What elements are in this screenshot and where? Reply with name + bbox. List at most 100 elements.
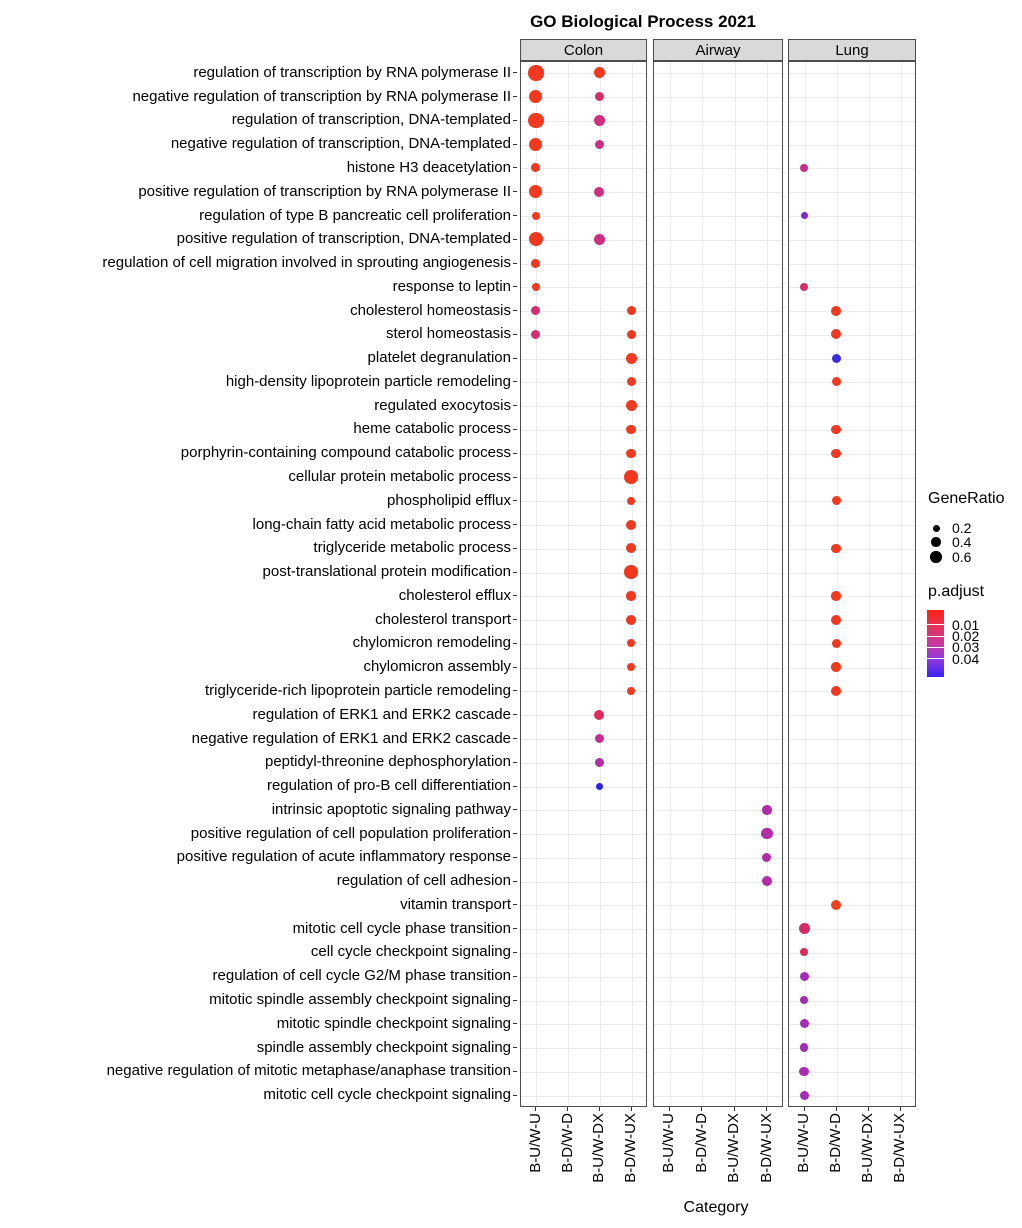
size-legend-dot (931, 537, 941, 547)
grid-line-h (654, 857, 782, 859)
grid-line-h (789, 810, 915, 812)
grid-line-h (521, 691, 646, 693)
x-axis-tick (766, 1107, 768, 1111)
grid-line-v (669, 62, 671, 1106)
y-axis-label: regulation of pro-B cell differentiation (266, 777, 511, 795)
y-axis-label: long-chain fatty acid metabolic process (252, 515, 511, 533)
grid-line-h (654, 881, 782, 883)
grid-line-h (521, 762, 646, 764)
grid-line-h (521, 477, 646, 479)
grid-line-h (654, 1000, 782, 1002)
y-axis-tick (513, 500, 517, 502)
facet-panel-airway (653, 61, 783, 1107)
facet-strip-airway: Airway (653, 39, 783, 61)
size-legend-label: 0.6 (952, 549, 972, 565)
grid-line-h (654, 429, 782, 431)
y-axis-tick (513, 238, 517, 240)
facet-strip-lung: Lung (788, 39, 916, 61)
y-axis-label: vitamin transport (400, 895, 511, 913)
y-axis-label: mitotic cell cycle phase transition (292, 919, 511, 937)
grid-line-h (654, 97, 782, 99)
dot-colon-r29-c2 (594, 757, 604, 767)
dot-lung-r6-c0 (800, 212, 808, 220)
grid-line-h (521, 810, 646, 812)
y-axis-tick (513, 833, 517, 835)
grid-line-h (521, 287, 646, 289)
dot-lung-r18-c1 (831, 496, 841, 506)
grid-line-h (521, 976, 646, 978)
size-legend-label: 0.4 (952, 534, 972, 550)
y-axis-label: positive regulation of acute inflammator… (176, 848, 511, 866)
y-axis-tick (513, 785, 517, 787)
grid-line-v (599, 62, 601, 1106)
dot-colon-r0-c0 (528, 65, 544, 81)
dot-colon-r9-c0 (531, 282, 541, 292)
dot-lung-r20-c1 (831, 543, 841, 554)
grid-line-h (654, 691, 782, 693)
dot-colon-r24-c3 (627, 639, 636, 648)
grid-line-h (654, 929, 782, 931)
grid-line-h (789, 691, 915, 693)
dot-lung-r43-c0 (799, 1090, 809, 1100)
grid-line-h (789, 715, 915, 717)
grid-line-h (521, 453, 646, 455)
grid-line-h (654, 786, 782, 788)
grid-line-h (521, 834, 646, 836)
y-axis-label: negative regulation of mitotic metaphase… (106, 1062, 511, 1080)
grid-line-h (521, 739, 646, 741)
grid-line-h (789, 358, 915, 360)
dot-colon-r30-c2 (595, 782, 603, 790)
color-legend-tick (927, 646, 944, 648)
x-axis-tick (598, 1107, 600, 1111)
x-axis-tick-label: B-U/W-U (526, 1113, 544, 1173)
color-legend-label: 0.02 (952, 628, 980, 645)
dot-lung-r4-c0 (800, 163, 808, 172)
x-axis-tick-label: B-U/W-DX (859, 1113, 876, 1183)
grid-line-h (521, 144, 646, 146)
dot-colon-r28-c2 (594, 734, 604, 744)
grid-line-h (654, 239, 782, 241)
y-axis-tick (513, 595, 517, 597)
grid-line-h (521, 168, 646, 170)
grid-line-h (654, 216, 782, 218)
color-legend-label: 0.03 (952, 639, 980, 656)
grid-line-h (654, 667, 782, 669)
x-axis-title: Category (683, 1199, 749, 1216)
grid-line-h (521, 905, 646, 907)
grid-line-v (536, 62, 538, 1106)
grid-line-h (521, 1000, 646, 1002)
grid-line-h (521, 572, 646, 574)
grid-line-h (521, 715, 646, 717)
grid-line-h (789, 477, 915, 479)
grid-line-v (836, 62, 838, 1106)
grid-line-h (521, 929, 646, 931)
y-axis-label: regulation of cell adhesion (336, 872, 511, 890)
grid-line-h (789, 144, 915, 146)
dot-lung-r35-c1 (830, 899, 842, 911)
dot-lung-r23-c1 (831, 614, 841, 625)
dot-colon-r21-c3 (624, 565, 638, 579)
grid-line-h (789, 976, 915, 978)
grid-line-v (631, 62, 633, 1106)
grid-line-h (789, 548, 915, 550)
grid-line-v (734, 62, 736, 1106)
x-axis-tick (668, 1107, 670, 1111)
dot-colon-r16-c3 (626, 448, 636, 458)
x-axis-tick-label: B-U/W-U (795, 1113, 812, 1173)
dot-lung-r11-c1 (831, 329, 841, 340)
dot-colon-r1-c2 (594, 92, 604, 102)
grid-line-h (654, 620, 782, 622)
grid-line-h (521, 382, 646, 384)
dot-colon-r20-c3 (626, 543, 637, 554)
dot-lung-r39-c0 (800, 996, 808, 1005)
grid-line-h (789, 834, 915, 836)
x-axis-tick-label: B-D/W-D (827, 1113, 844, 1173)
grid-line-h (789, 1071, 915, 1073)
x-axis-tick-label: B-U/W-U (660, 1113, 678, 1173)
y-axis-label: regulation of ERK1 and ERK2 cascade (252, 705, 512, 723)
grid-line-h (789, 905, 915, 907)
y-axis-label: peptidyl-threonine dephosphorylation (264, 753, 511, 771)
dot-airway-r31-c3 (762, 805, 772, 815)
y-axis-tick (513, 476, 517, 478)
grid-line-v (804, 62, 806, 1106)
